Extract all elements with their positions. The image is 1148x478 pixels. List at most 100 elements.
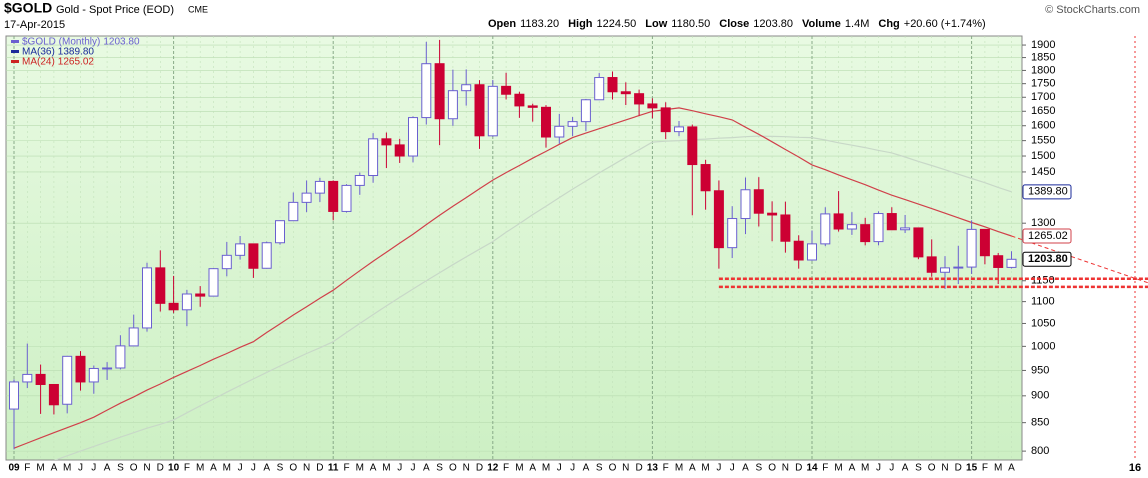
legend-label: MA(24) — [22, 57, 55, 68]
x-tick-label: F — [343, 463, 349, 474]
x-tick-label: A — [210, 463, 217, 474]
candle-body — [940, 267, 950, 273]
candle-body — [142, 267, 152, 329]
legend-value: 1203.80 — [103, 37, 140, 48]
legend-value: 1265.02 — [58, 57, 95, 68]
x-tick-label: S — [117, 463, 124, 474]
candle-body — [514, 93, 525, 107]
candle-body — [634, 93, 645, 105]
candle-body — [115, 345, 126, 369]
stat-label: Close — [719, 18, 749, 30]
last-value-label: 1203.80 — [1028, 253, 1068, 265]
x-tick-label: A — [263, 463, 270, 474]
x-tick-label: N — [941, 463, 948, 474]
candle-body — [993, 255, 1004, 268]
candle-body — [793, 240, 804, 261]
stat-label: High — [568, 18, 593, 30]
plot-content — [9, 39, 1017, 460]
candle-body — [341, 184, 352, 212]
x-tick-label: M — [196, 463, 204, 474]
candle-body — [926, 256, 937, 273]
x-tick-label: F — [184, 463, 190, 474]
y-tick-label: 1150 — [1031, 275, 1055, 287]
y-tick-label: 1550 — [1031, 135, 1055, 147]
stat-label: Open — [488, 18, 516, 30]
x-tick-label: A — [849, 463, 856, 474]
x-tick-label: A — [423, 463, 430, 474]
y-tick-label: 800 — [1031, 445, 1049, 457]
candle-body — [501, 85, 512, 95]
moving-average — [53, 135, 1012, 460]
y-tick-label: 1100 — [1031, 296, 1055, 308]
x-tick-label: M — [356, 463, 364, 474]
candle-body — [846, 224, 857, 230]
candle-body — [421, 63, 432, 119]
candle-body — [807, 243, 817, 261]
x-tick-label: J — [238, 463, 243, 474]
x-tick-label: S — [755, 463, 762, 474]
candle-body — [22, 373, 33, 383]
stat-value: 1203.80 — [753, 18, 793, 30]
x-tick-label: A — [370, 463, 377, 474]
last-value-box — [1022, 251, 1072, 267]
candle-body — [88, 367, 99, 383]
x-tick-label: 13 — [647, 463, 659, 474]
candle-body — [181, 293, 192, 311]
candle-body — [607, 77, 618, 93]
x-tick-label: A — [104, 463, 111, 474]
x-tick-label: J — [397, 463, 402, 474]
x-tick-label: A — [529, 463, 536, 474]
x-tick-label: A — [1008, 463, 1015, 474]
x-tick-label: D — [795, 463, 802, 474]
stat-value: 1183.20 — [520, 18, 559, 30]
plot-area — [5, 35, 1023, 461]
exchange: CME — [188, 4, 208, 14]
candle-body — [288, 201, 299, 222]
candle-body — [687, 126, 698, 166]
x-tick-label: A — [583, 463, 590, 474]
candle-body — [434, 63, 445, 120]
date: 17-Apr-2015 — [4, 19, 65, 31]
y-tick-label: 1450 — [1031, 166, 1055, 178]
x-tick-label: F — [982, 463, 988, 474]
x-tick-label: J — [889, 463, 894, 474]
candle-body — [408, 117, 418, 157]
candle-body — [128, 327, 139, 347]
x-tick-label: N — [143, 463, 150, 474]
x-tick-label: N — [622, 463, 629, 474]
x-tick-label: N — [303, 463, 310, 474]
candle-body — [208, 268, 219, 297]
candle-body — [780, 214, 791, 242]
x-tick-label: D — [157, 463, 164, 474]
y-tick-label: 1800 — [1031, 64, 1055, 76]
last-value-box — [1022, 228, 1072, 244]
y-tick-label: 1300 — [1031, 217, 1055, 229]
chart-title: Gold - Spot Price (EOD) — [56, 4, 174, 16]
candle-body — [195, 293, 206, 297]
x-tick-label: 14 — [806, 463, 818, 474]
stat-label: Volume — [802, 18, 841, 30]
x-tick-label: 10 — [168, 463, 180, 474]
y-tick-label: 1750 — [1031, 78, 1055, 90]
candle-body — [9, 381, 19, 410]
x-tick-label: 15 — [966, 463, 978, 474]
y-tick-label: 1000 — [1031, 340, 1055, 352]
candle-body — [580, 99, 591, 123]
stat-label: Low — [645, 18, 667, 30]
candle-body — [248, 243, 259, 269]
x-tick-label: M — [834, 463, 842, 474]
x-tick-label: S — [596, 463, 603, 474]
x-tick-label: F — [663, 463, 669, 474]
x-tick-label: S — [277, 463, 284, 474]
candle-body — [301, 192, 312, 203]
candle-body — [354, 175, 365, 186]
candle-body — [261, 242, 272, 269]
x-tick-label: D — [955, 463, 962, 474]
x-tick-label: 12 — [487, 463, 499, 474]
candle-body — [487, 85, 498, 137]
x-tick-label: M — [994, 463, 1002, 474]
credit: © StockCharts.com — [1045, 4, 1140, 16]
candle-body — [727, 218, 738, 249]
candle-body — [394, 144, 405, 157]
